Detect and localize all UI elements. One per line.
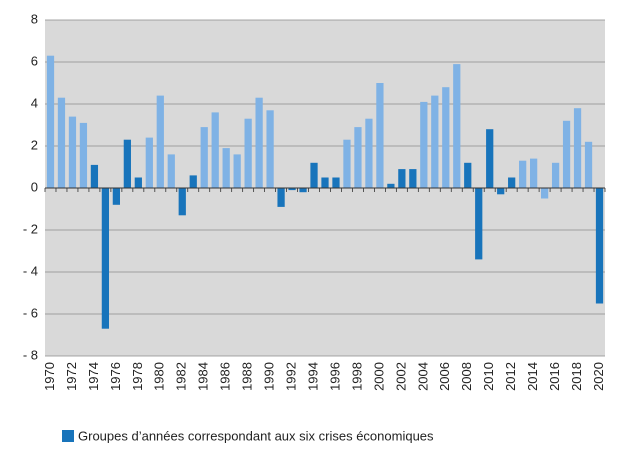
bar xyxy=(145,137,153,188)
x-tick-label: 2008 xyxy=(459,362,474,391)
bar xyxy=(57,97,66,188)
bar xyxy=(486,129,494,188)
bar xyxy=(343,139,351,188)
x-tick-label: 2014 xyxy=(525,362,540,391)
legend-swatch xyxy=(62,430,74,442)
bar xyxy=(453,64,461,188)
bar xyxy=(68,116,77,188)
x-tick-label: 2020 xyxy=(591,362,606,391)
bar xyxy=(431,95,439,188)
bar xyxy=(376,83,384,188)
y-tick-label: 4 xyxy=(31,95,38,110)
y-tick-label: 0 xyxy=(31,179,38,194)
bar xyxy=(112,188,120,205)
bar xyxy=(475,188,483,260)
bar xyxy=(310,162,318,188)
bar xyxy=(299,188,307,193)
x-tick-label: 1972 xyxy=(64,362,79,391)
x-tick-label: 1998 xyxy=(349,362,364,391)
legend-label: Groupes d’années correspondant aux six c… xyxy=(78,428,434,443)
bar xyxy=(233,154,241,188)
x-tick-label: 1994 xyxy=(305,362,320,391)
bar xyxy=(277,188,285,207)
bar xyxy=(167,154,175,188)
bar xyxy=(354,127,362,188)
bar xyxy=(409,169,417,188)
y-tick-label: 8 xyxy=(31,11,38,26)
bar xyxy=(200,127,208,188)
y-tick-label: - 6 xyxy=(23,305,38,320)
y-tick-label: 2 xyxy=(31,137,38,152)
y-tick-label: - 2 xyxy=(23,221,38,236)
x-tick-label: 1984 xyxy=(196,362,211,391)
bar xyxy=(562,120,571,188)
bar xyxy=(244,118,252,188)
bar xyxy=(189,175,197,188)
bar xyxy=(464,162,472,188)
x-tick-label: 2002 xyxy=(393,362,408,391)
bar xyxy=(530,158,538,188)
x-tick-label: 1990 xyxy=(262,362,277,391)
bar xyxy=(79,122,88,188)
bar xyxy=(365,118,373,188)
x-tick-label: 1974 xyxy=(86,362,101,391)
x-tick-label: 1988 xyxy=(240,362,255,391)
x-tick-label: 1986 xyxy=(218,362,233,391)
bar xyxy=(398,169,406,188)
bar xyxy=(101,188,110,329)
x-tick-label: 2004 xyxy=(415,362,430,391)
bar xyxy=(321,177,329,188)
x-tick-label: 2012 xyxy=(503,362,518,391)
bar xyxy=(156,95,164,188)
bar xyxy=(332,177,340,188)
bar xyxy=(551,162,560,188)
bar xyxy=(90,164,99,188)
bar xyxy=(134,177,142,188)
x-tick-label: 1970 xyxy=(42,362,57,391)
bar xyxy=(595,188,604,304)
bar xyxy=(387,183,395,188)
bar xyxy=(519,160,527,188)
bar xyxy=(46,55,55,189)
x-tick-label: 2000 xyxy=(371,362,386,391)
x-tick-label: 1982 xyxy=(174,362,189,391)
x-tick-label: 1976 xyxy=(108,362,123,391)
x-tick-label: 1978 xyxy=(130,362,145,391)
x-tick-label: 2010 xyxy=(481,362,496,391)
bar xyxy=(540,188,549,199)
bar xyxy=(178,188,186,216)
bar xyxy=(573,108,582,188)
bar xyxy=(222,148,230,188)
x-tick-label: 1996 xyxy=(327,362,342,391)
y-tick-label: - 4 xyxy=(23,263,38,278)
y-tick-label: 6 xyxy=(31,53,38,68)
bar xyxy=(497,188,505,195)
x-tick-label: 1980 xyxy=(152,362,167,391)
bar xyxy=(508,177,516,188)
x-tick-label: 1992 xyxy=(283,362,298,391)
x-tick-label: 2018 xyxy=(569,362,584,391)
bar xyxy=(420,101,428,188)
bar xyxy=(211,112,219,188)
bar xyxy=(288,188,296,191)
x-tick-label: 2016 xyxy=(547,362,562,391)
bar xyxy=(442,87,450,188)
bar xyxy=(584,141,593,188)
bar xyxy=(266,110,274,188)
x-tick-label: 2006 xyxy=(437,362,452,391)
y-tick-label: - 8 xyxy=(23,347,38,362)
bar xyxy=(123,139,131,188)
bar xyxy=(255,97,263,188)
